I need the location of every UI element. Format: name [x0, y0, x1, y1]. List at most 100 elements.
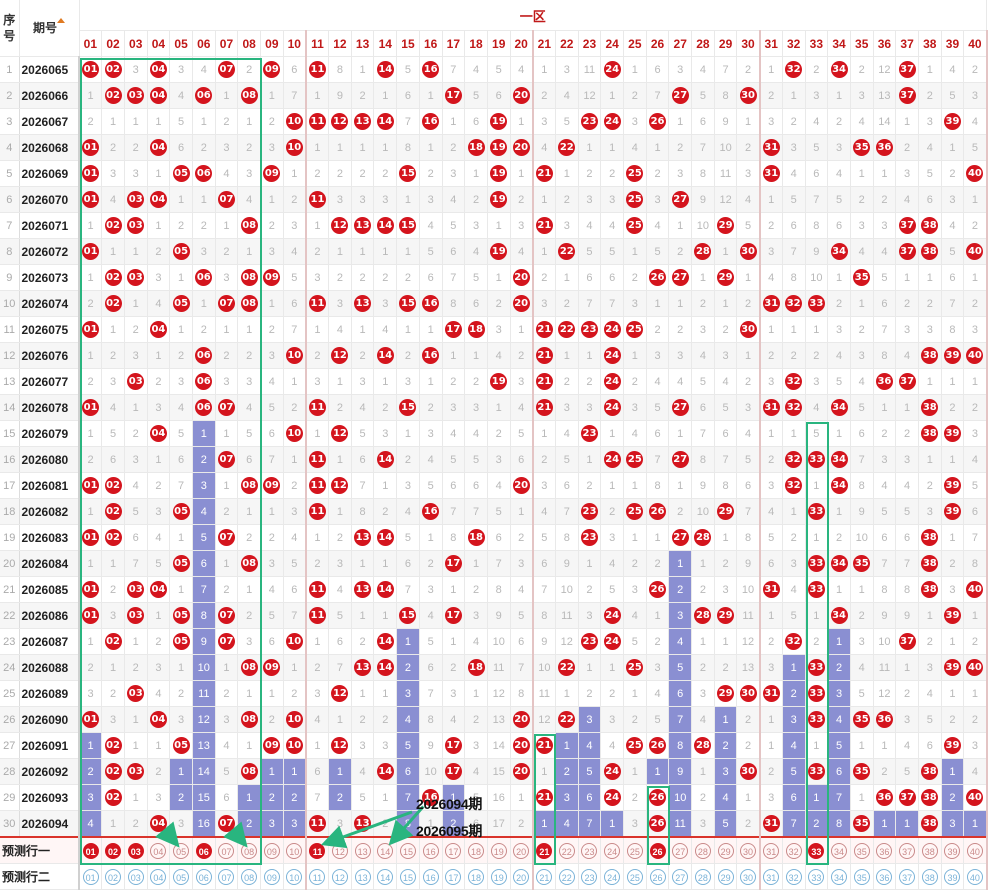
prediction-cell[interactable]: 23: [578, 836, 602, 864]
prediction-ball[interactable]: 35: [853, 868, 870, 885]
prediction-cell[interactable]: 21: [532, 863, 556, 890]
prediction-cell[interactable]: 09: [260, 836, 284, 864]
prediction-ball[interactable]: 12: [331, 868, 348, 885]
prediction-ball[interactable]: 20: [513, 842, 530, 859]
prediction-cell[interactable]: 02: [101, 836, 125, 864]
prediction-cell[interactable]: 34: [827, 836, 851, 864]
prediction-cell[interactable]: 17: [442, 863, 466, 890]
prediction-cell[interactable]: 38: [918, 836, 942, 864]
prediction-cell[interactable]: 28: [691, 863, 715, 890]
prediction-cell[interactable]: 13: [351, 836, 375, 864]
prediction-ball[interactable]: 25: [626, 842, 643, 859]
prediction-cell[interactable]: 04: [147, 836, 171, 864]
prediction-cell[interactable]: 11: [305, 863, 330, 890]
prediction-ball[interactable]: 04: [150, 868, 167, 885]
prediction-cell[interactable]: 25: [623, 836, 647, 864]
prediction-ball[interactable]: 29: [717, 842, 734, 859]
prediction-cell[interactable]: 19: [487, 836, 511, 864]
prediction-cell[interactable]: 33: [805, 836, 829, 864]
prediction-ball[interactable]: 06: [195, 868, 212, 885]
prediction-ball[interactable]: 31: [763, 868, 780, 885]
prediction-ball[interactable]: 18: [468, 868, 485, 885]
prediction-cell[interactable]: 07: [215, 836, 239, 864]
prediction-cell[interactable]: 16: [419, 863, 443, 890]
sort-icon[interactable]: [57, 18, 65, 23]
prediction-ball[interactable]: 29: [717, 868, 734, 885]
prediction-ball[interactable]: 05: [173, 842, 190, 859]
prediction-ball[interactable]: 19: [490, 868, 507, 885]
prediction-ball[interactable]: 14: [377, 868, 394, 885]
prediction-ball[interactable]: 28: [694, 842, 711, 859]
prediction-cell[interactable]: 30: [736, 836, 761, 864]
prediction-cell[interactable]: 36: [873, 863, 897, 890]
prediction-ball[interactable]: 32: [785, 842, 802, 859]
prediction-ball[interactable]: 18: [468, 842, 485, 859]
prediction-ball[interactable]: 16: [422, 868, 439, 885]
prediction-cell[interactable]: 22: [555, 836, 579, 864]
prediction-cell[interactable]: 05: [169, 836, 193, 864]
prediction-ball[interactable]: 02: [105, 842, 122, 859]
prediction-ball[interactable]: 15: [399, 868, 416, 885]
prediction-cell[interactable]: 26: [646, 863, 670, 890]
prediction-ball[interactable]: 07: [218, 868, 235, 885]
prediction-cell[interactable]: 18: [464, 863, 488, 890]
prediction-ball[interactable]: 22: [558, 868, 575, 885]
prediction-cell[interactable]: 09: [260, 863, 284, 890]
prediction-cell[interactable]: 26: [646, 836, 670, 864]
prediction-cell[interactable]: 39: [941, 836, 965, 864]
prediction-cell[interactable]: 40: [963, 836, 988, 864]
prediction-cell[interactable]: 34: [827, 863, 851, 890]
prediction-cell[interactable]: 27: [668, 863, 693, 890]
prediction-ball[interactable]: 08: [241, 842, 258, 859]
prediction-cell[interactable]: 38: [918, 863, 942, 890]
prediction-cell[interactable]: 03: [124, 836, 148, 864]
prediction-ball[interactable]: 14: [377, 842, 394, 859]
prediction-cell[interactable]: 40: [963, 863, 988, 890]
prediction-cell[interactable]: 30: [736, 863, 761, 890]
prediction-ball[interactable]: 20: [513, 868, 530, 885]
prediction-cell[interactable]: 01: [79, 863, 103, 890]
prediction-cell[interactable]: 10: [283, 836, 307, 864]
prediction-ball[interactable]: 27: [672, 842, 689, 859]
prediction-ball[interactable]: 36: [876, 868, 893, 885]
prediction-ball[interactable]: 24: [604, 868, 621, 885]
prediction-ball[interactable]: 09: [263, 842, 280, 859]
prediction-cell[interactable]: 24: [600, 863, 624, 890]
prediction-ball[interactable]: 03: [127, 868, 144, 885]
prediction-cell[interactable]: 23: [578, 863, 602, 890]
prediction-cell[interactable]: 24: [600, 836, 624, 864]
prediction-cell[interactable]: 14: [373, 836, 398, 864]
prediction-ball[interactable]: 37: [899, 842, 916, 859]
prediction-cell[interactable]: 36: [873, 836, 897, 864]
prediction-ball[interactable]: 40: [966, 868, 983, 885]
prediction-cell[interactable]: 10: [283, 863, 307, 890]
prediction-ball[interactable]: 13: [354, 842, 371, 859]
prediction-cell[interactable]: 29: [714, 836, 738, 864]
prediction-ball[interactable]: 23: [581, 868, 598, 885]
prediction-ball[interactable]: 28: [694, 868, 711, 885]
prediction-cell[interactable]: 12: [328, 836, 352, 864]
prediction-ball[interactable]: 11: [309, 868, 326, 885]
prediction-ball[interactable]: 05: [173, 868, 190, 885]
prediction-ball[interactable]: 15: [399, 842, 416, 859]
prediction-ball[interactable]: 23: [581, 842, 598, 859]
prediction-ball[interactable]: 35: [853, 842, 870, 859]
prediction-ball[interactable]: 32: [785, 868, 802, 885]
prediction-cell[interactable]: 06: [192, 863, 216, 890]
prediction-ball[interactable]: 09: [263, 868, 280, 885]
prediction-ball[interactable]: 34: [831, 842, 848, 859]
prediction-cell[interactable]: 35: [850, 836, 874, 864]
prediction-ball[interactable]: 30: [740, 868, 757, 885]
prediction-cell[interactable]: 17: [442, 836, 466, 864]
prediction-ball[interactable]: 21: [536, 842, 553, 859]
prediction-cell[interactable]: 39: [941, 863, 965, 890]
period-header[interactable]: 期号: [19, 0, 80, 57]
prediction-cell[interactable]: 37: [895, 836, 919, 864]
prediction-ball[interactable]: 39: [944, 842, 961, 859]
prediction-cell[interactable]: 28: [691, 836, 715, 864]
prediction-ball[interactable]: 40: [966, 842, 983, 859]
prediction-ball[interactable]: 07: [218, 842, 235, 859]
prediction-ball[interactable]: 38: [921, 842, 938, 859]
prediction-ball[interactable]: 26: [649, 868, 666, 885]
prediction-ball[interactable]: 12: [331, 842, 348, 859]
